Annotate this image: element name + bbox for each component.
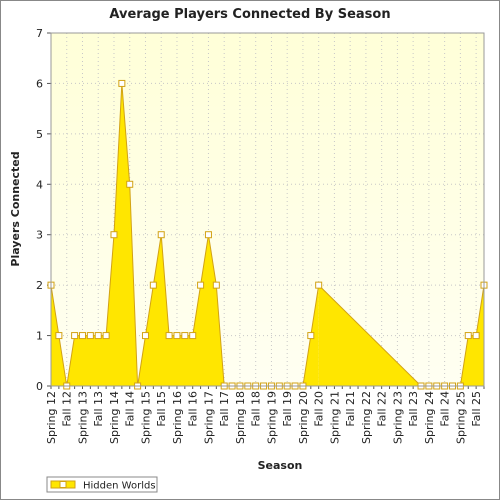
point (173, 332, 181, 340)
legend-marker (59, 481, 67, 488)
y-tick-label: 7 (36, 27, 43, 40)
point (86, 332, 94, 340)
x-tick-label: Spring 16 (171, 391, 184, 444)
point (141, 332, 149, 340)
x-tick-label: Spring 20 (297, 391, 310, 444)
point (157, 231, 165, 239)
y-axis-label: Players Connected (9, 151, 22, 266)
point (71, 332, 79, 340)
point (197, 281, 205, 289)
x-tick-label: Spring 19 (265, 391, 278, 444)
point (149, 281, 157, 289)
x-tick-label: Spring 14 (108, 391, 121, 444)
point (204, 231, 212, 239)
point (472, 332, 480, 340)
x-tick-label: Fall 14 (124, 391, 137, 427)
x-tick-label: Fall 19 (281, 391, 294, 427)
x-tick-label: Spring 24 (423, 391, 436, 444)
point (94, 332, 102, 340)
x-tick-label: Spring 21 (328, 391, 341, 444)
point (126, 180, 134, 188)
x-tick-label: Fall 24 (439, 391, 452, 427)
y-tick-label: 5 (36, 128, 43, 141)
y-tick-label: 6 (36, 77, 43, 90)
y-tick-label: 1 (36, 330, 43, 343)
y-tick-label: 4 (36, 178, 43, 191)
y-tick-label: 0 (36, 380, 43, 393)
area (421, 285, 484, 386)
x-tick-label: Spring 17 (202, 391, 215, 444)
x-tick-label: Spring 23 (391, 391, 404, 444)
x-tick-label: Spring 25 (454, 391, 467, 444)
point (78, 332, 86, 340)
point (212, 281, 220, 289)
x-tick-label: Fall 12 (61, 391, 74, 427)
point (102, 332, 110, 340)
point (315, 281, 323, 289)
chart-title: Average Players Connected By Season (109, 7, 390, 22)
x-tick-label: Fall 23 (407, 391, 420, 427)
x-tick-label: Spring 15 (139, 391, 152, 444)
x-tick-label: Fall 17 (218, 391, 231, 427)
x-tick-label: Fall 16 (187, 391, 200, 427)
point (189, 332, 197, 340)
x-axis-label: Season (258, 459, 303, 472)
x-tick-label: Fall 21 (344, 391, 357, 427)
x-tick-label: Fall 22 (376, 391, 389, 427)
y-tick-label: 2 (36, 279, 43, 292)
point (165, 332, 173, 340)
legend-label: Hidden Worlds (83, 481, 156, 492)
point (110, 231, 118, 239)
x-tick-label: Spring 13 (76, 391, 89, 444)
point (181, 332, 189, 340)
plot-border (50, 32, 485, 387)
x-tick-label: Fall 25 (470, 391, 483, 427)
gap-bridge-line (318, 284, 422, 387)
point (307, 332, 315, 340)
point (464, 332, 472, 340)
point (55, 332, 63, 340)
x-tick-label: Fall 20 (313, 391, 326, 427)
y-tick-label: 3 (36, 229, 43, 242)
x-tick-label: Spring 18 (234, 391, 247, 444)
x-tick-label: Spring 22 (360, 391, 373, 444)
x-tick-label: Fall 18 (250, 391, 263, 427)
x-tick-label: Spring 12 (45, 391, 58, 444)
x-tick-label: Fall 13 (92, 391, 105, 427)
x-tick-label: Fall 15 (155, 391, 168, 427)
point (118, 79, 126, 87)
